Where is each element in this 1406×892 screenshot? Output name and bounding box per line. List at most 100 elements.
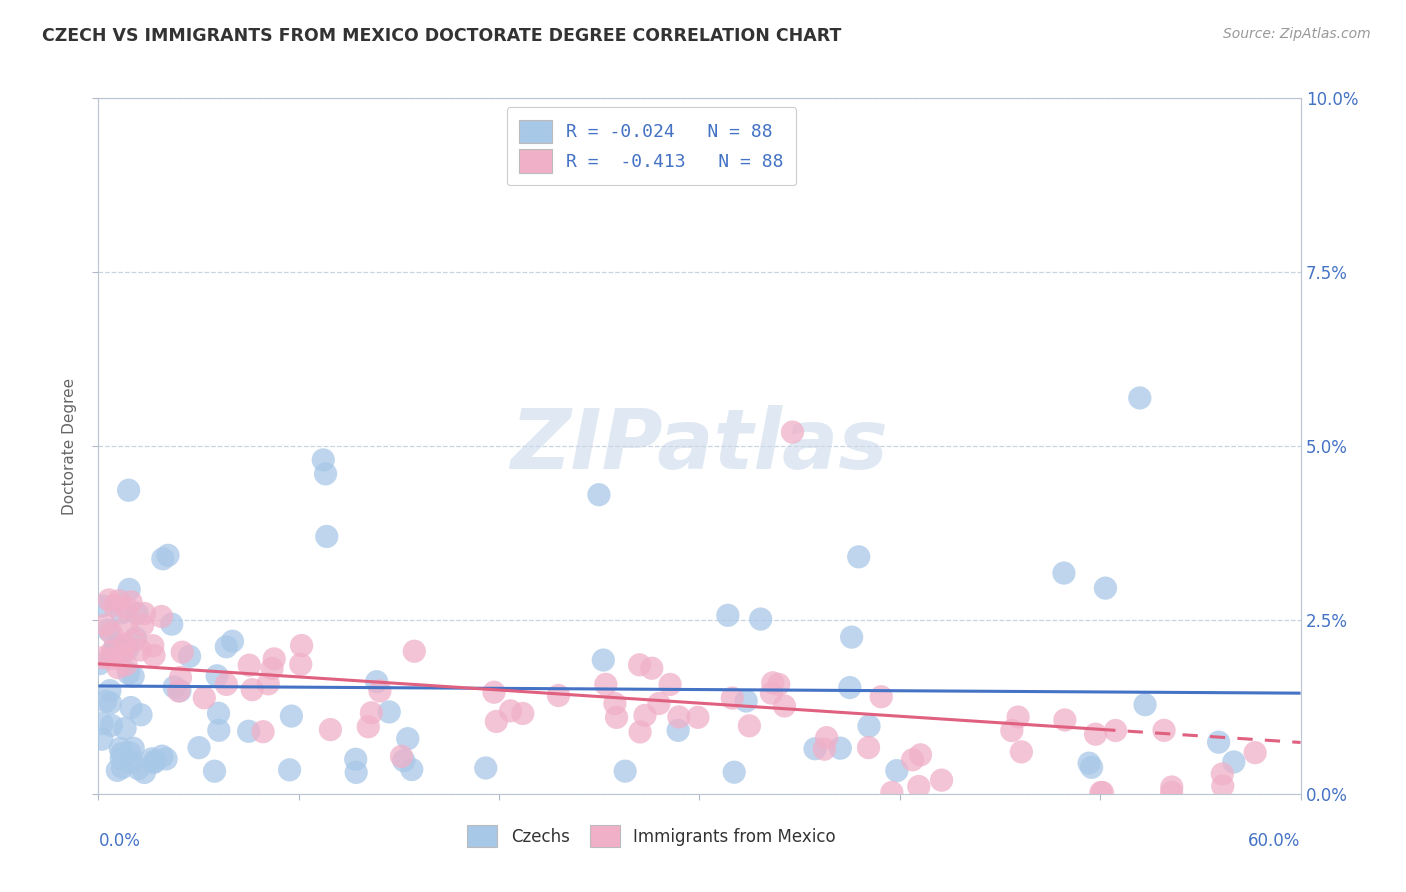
Point [547, 689, 569, 703]
Point [155, 752, 177, 766]
Point [512, 706, 534, 721]
Point [1160, 785, 1182, 799]
Point [90, 732, 112, 747]
Point [1078, 756, 1101, 771]
Point [1010, 745, 1032, 759]
Point [357, 720, 380, 734]
Point [588, 488, 610, 502]
Point [1007, 710, 1029, 724]
Point [815, 731, 838, 745]
Point [1091, 785, 1114, 799]
Point [290, 657, 312, 672]
Point [110, 752, 132, 766]
Point [205, 669, 228, 683]
Point [208, 723, 231, 738]
Point [838, 681, 860, 695]
Point [143, 648, 166, 663]
Point [117, 642, 139, 657]
Point [118, 582, 141, 597]
Point [1208, 735, 1230, 749]
Point [291, 639, 314, 653]
Point [1129, 391, 1152, 405]
Point [592, 653, 614, 667]
Text: Source: ZipAtlas.com: Source: ZipAtlas.com [1223, 27, 1371, 41]
Point [378, 705, 401, 719]
Point [1090, 785, 1112, 799]
Point [782, 425, 804, 439]
Point [858, 740, 880, 755]
Point [103, 599, 125, 613]
Point [117, 601, 139, 615]
Point [910, 747, 932, 762]
Point [1053, 713, 1076, 727]
Point [499, 704, 522, 718]
Point [105, 764, 128, 778]
Point [761, 686, 783, 700]
Point [1104, 723, 1126, 738]
Point [901, 753, 924, 767]
Point [107, 594, 129, 608]
Point [103, 644, 125, 658]
Point [207, 706, 229, 721]
Point [122, 669, 145, 683]
Point [1133, 698, 1156, 712]
Point [215, 640, 238, 654]
Point [120, 700, 142, 714]
Point [98, 683, 121, 698]
Point [319, 723, 342, 737]
Point [127, 607, 149, 621]
Point [628, 725, 651, 739]
Point [160, 617, 183, 632]
Point [278, 763, 301, 777]
Point [163, 680, 186, 694]
Point [110, 741, 132, 756]
Point [735, 694, 758, 708]
Point [111, 760, 134, 774]
Point [485, 714, 508, 729]
Point [131, 618, 153, 632]
Point [221, 634, 243, 648]
Point [118, 746, 141, 760]
Point [315, 529, 337, 543]
Point [142, 756, 165, 770]
Point [723, 765, 745, 780]
Point [238, 724, 260, 739]
Point [179, 649, 201, 664]
Point [89, 657, 111, 671]
Point [366, 674, 388, 689]
Point [150, 749, 173, 764]
Point [115, 657, 138, 672]
Point [114, 640, 136, 654]
Point [315, 467, 337, 481]
Point [1223, 755, 1246, 769]
Point [641, 661, 664, 675]
Point [749, 612, 772, 626]
Point [124, 631, 146, 645]
Point [129, 643, 152, 657]
Point [167, 684, 190, 698]
Point [401, 763, 423, 777]
Text: ZIPatlas: ZIPatlas [510, 406, 889, 486]
Point [100, 718, 122, 732]
Point [110, 606, 132, 620]
Point [628, 657, 651, 672]
Point [257, 677, 280, 691]
Point [1053, 566, 1076, 580]
Point [474, 761, 496, 775]
Point [686, 710, 709, 724]
Text: CZECH VS IMMIGRANTS FROM MEXICO DOCTORATE DEGREE CORRELATION CHART: CZECH VS IMMIGRANTS FROM MEXICO DOCTORAT… [42, 27, 842, 45]
Point [263, 652, 285, 666]
Point [121, 755, 143, 769]
Point [114, 722, 136, 736]
Point [392, 754, 415, 768]
Point [152, 551, 174, 566]
Point [659, 677, 682, 691]
Point [215, 677, 238, 691]
Point [614, 764, 637, 779]
Point [252, 724, 274, 739]
Point [94, 618, 117, 632]
Point [666, 723, 689, 738]
Point [1001, 723, 1024, 738]
Point [404, 644, 426, 658]
Point [880, 785, 903, 799]
